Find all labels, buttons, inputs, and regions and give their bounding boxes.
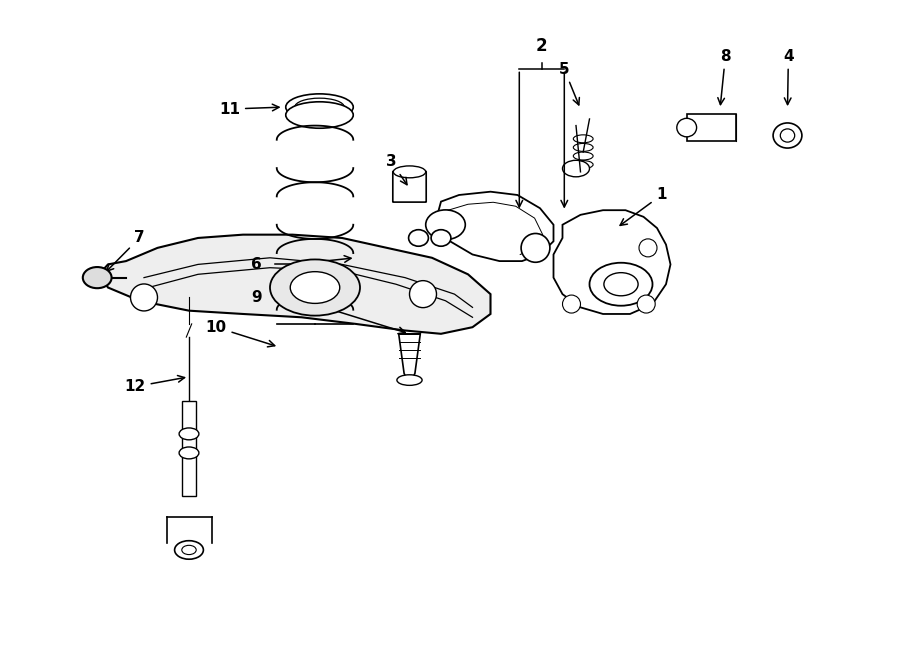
Circle shape [521,233,550,262]
Circle shape [637,295,655,313]
Text: 9: 9 [251,290,262,305]
Circle shape [130,284,158,311]
Ellipse shape [604,272,638,296]
Bar [687,114,736,141]
Polygon shape [99,235,491,334]
Text: 6: 6 [251,257,262,272]
Text: 2: 2 [536,37,547,56]
Text: 8: 8 [718,49,731,104]
Text: 10: 10 [205,320,274,347]
Ellipse shape [295,98,344,116]
Ellipse shape [677,118,697,137]
Ellipse shape [773,123,802,148]
Polygon shape [436,192,554,261]
Polygon shape [399,334,420,383]
Circle shape [410,281,436,307]
Ellipse shape [780,129,795,142]
Ellipse shape [426,210,465,239]
Ellipse shape [179,428,199,440]
Ellipse shape [397,375,422,385]
Ellipse shape [83,267,112,288]
Text: 12: 12 [124,375,184,394]
Ellipse shape [590,262,652,306]
Text: 5: 5 [559,62,580,105]
Ellipse shape [286,94,353,120]
Ellipse shape [270,259,360,316]
Text: 3: 3 [386,155,407,184]
Bar [182,401,196,496]
Text: 11: 11 [219,102,279,116]
Ellipse shape [175,541,203,559]
Ellipse shape [562,161,590,176]
Ellipse shape [409,229,428,246]
Text: 7: 7 [107,231,145,271]
Ellipse shape [290,272,340,303]
Circle shape [562,295,580,313]
FancyBboxPatch shape [392,171,427,202]
Text: 4: 4 [783,49,794,104]
Ellipse shape [179,447,199,459]
Circle shape [639,239,657,257]
Polygon shape [554,210,670,314]
Text: 1: 1 [620,188,667,225]
Ellipse shape [431,229,451,246]
Ellipse shape [393,166,426,178]
Ellipse shape [286,102,353,128]
